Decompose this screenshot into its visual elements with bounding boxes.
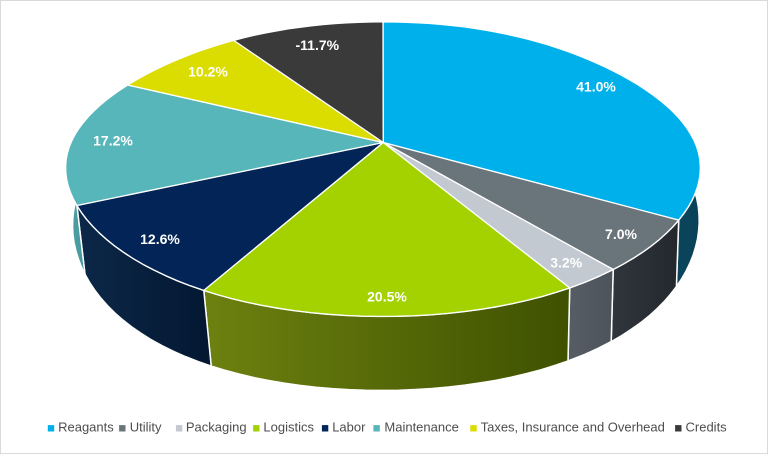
svg-text:20.5%: 20.5% <box>367 289 407 305</box>
svg-text:Labor: Labor <box>332 420 366 435</box>
svg-text:12.6%: 12.6% <box>140 231 180 247</box>
svg-text:Logistics: Logistics <box>263 420 314 435</box>
svg-text:Reagants: Reagants <box>58 420 114 435</box>
svg-text:41.0%: 41.0% <box>576 79 616 95</box>
svg-text:10.2%: 10.2% <box>188 64 228 80</box>
svg-text:-11.7%: -11.7% <box>296 37 340 53</box>
svg-text:Maintenance: Maintenance <box>384 420 458 435</box>
svg-text:7.0%: 7.0% <box>605 226 637 242</box>
svg-text:Taxes, Insurance and Overhead: Taxes, Insurance and Overhead <box>481 420 665 435</box>
svg-text:Packaging: Packaging <box>186 420 247 435</box>
svg-text:17.2%: 17.2% <box>93 133 133 149</box>
svg-text:3.2%: 3.2% <box>550 255 582 271</box>
svg-text:Credits: Credits <box>686 420 728 435</box>
svg-text:Utility: Utility <box>130 420 162 435</box>
